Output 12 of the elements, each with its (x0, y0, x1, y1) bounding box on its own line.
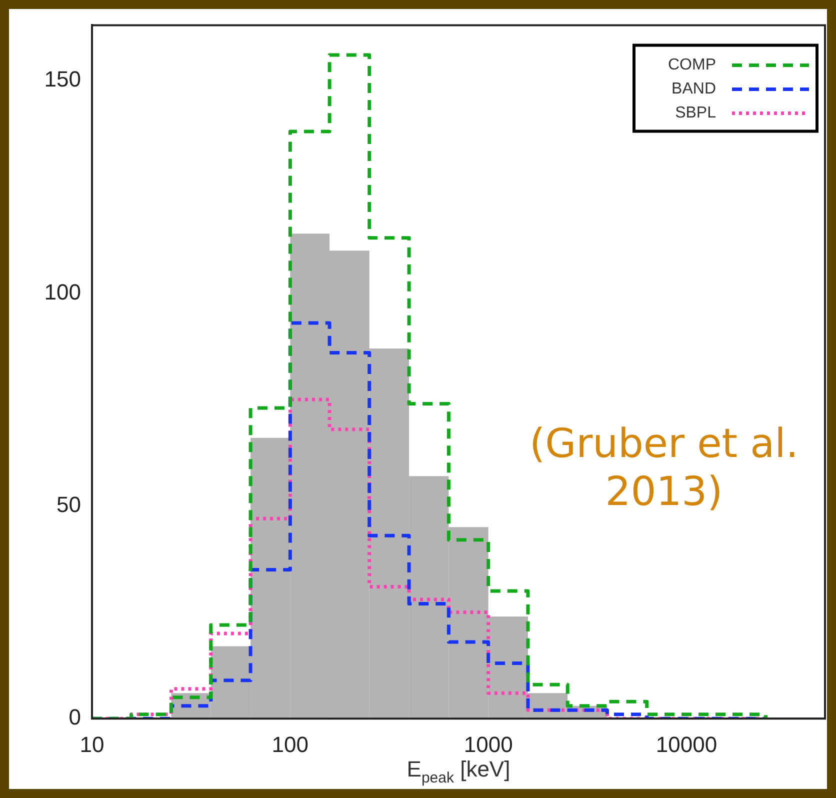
legend-label: COMP (668, 56, 716, 74)
x-tick-label: 100 (272, 732, 309, 757)
x-tick-label: 10 (80, 732, 104, 757)
y-tick-label: 50 (56, 492, 81, 517)
x-tick-label: 10000 (656, 732, 718, 757)
legend-label: BAND (672, 80, 716, 98)
legend-label: SBPL (675, 104, 716, 122)
x-tick-label: 1000 (464, 732, 513, 757)
y-tick-label: 0 (68, 704, 81, 730)
y-tick-label: 150 (44, 66, 81, 92)
annotation: (Gruber et al. 2013) (530, 421, 798, 515)
y-tick-label: 100 (44, 279, 81, 304)
